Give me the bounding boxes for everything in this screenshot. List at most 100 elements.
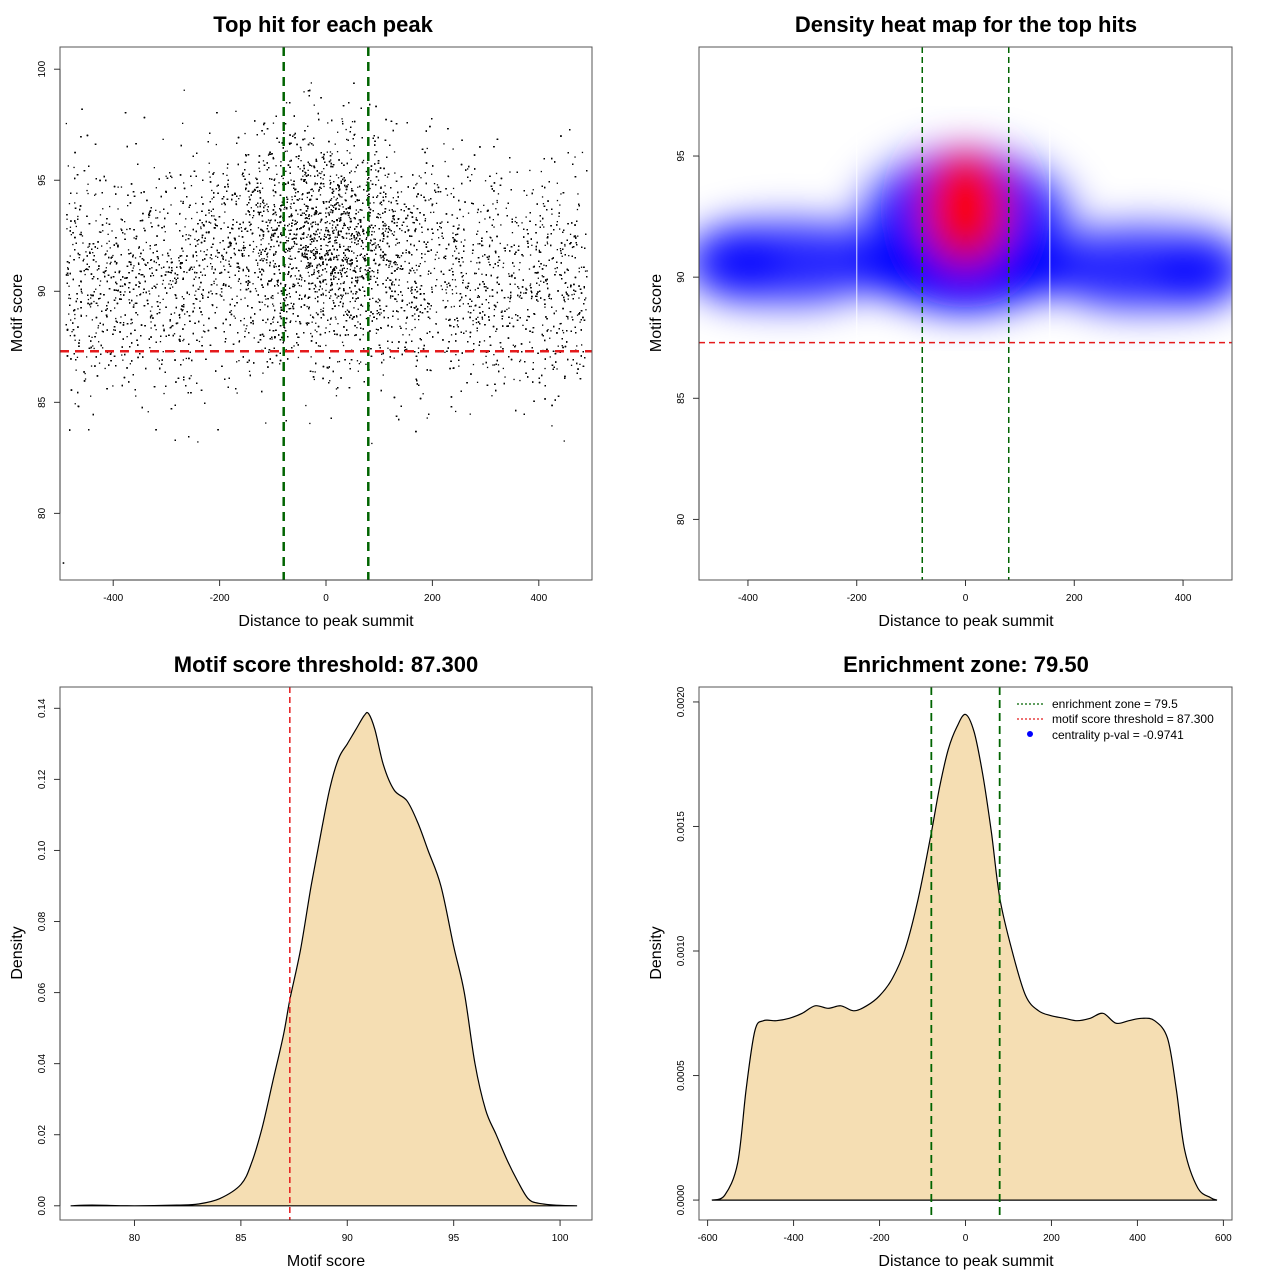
scatter-point [578,267,580,269]
scatter-point [350,158,352,160]
scatter-point [346,268,348,270]
scatter-point [325,294,327,297]
scatter-point [502,367,504,370]
scatter-point [300,160,302,162]
scatter-point [182,309,184,311]
scatter-point [315,198,317,200]
scatter-point [87,298,90,301]
scatter-point [150,259,153,261]
scatter-point [298,336,300,338]
scatter-point [460,241,462,243]
scatter-point [297,158,300,160]
scatter-point [241,174,243,176]
scatter-point [99,284,101,287]
scatter-point [426,147,428,150]
scatter-point [173,333,176,335]
scatter-point [310,223,312,225]
scatter-point [581,344,583,346]
scatter-point [343,180,346,183]
scatter-point [493,226,495,228]
scatter-point [458,252,460,254]
scatter-point [529,169,531,172]
scatter-point [329,151,332,153]
scatter-point [278,265,280,267]
scatter-point [358,363,360,365]
scatter-point [511,276,513,278]
scatter-point [200,227,202,230]
scatter-point [323,302,325,304]
scatter-point [313,104,315,106]
scatter-point [312,190,314,192]
scatter-point [420,177,422,179]
scatter-point [526,194,528,196]
scatter-point [78,339,81,341]
scatter-point [133,265,135,267]
scatter-point [211,304,213,306]
scatter-point [97,325,100,327]
scatter-point [416,290,419,293]
scatter-point [339,243,341,246]
scatter-point [532,362,534,364]
scatter-point [358,219,360,221]
scatter-point [441,221,443,223]
scatter-point [562,332,565,334]
scatter-point [316,233,318,236]
scatter-point [328,250,330,252]
scatter-point [267,219,270,221]
scatter-point [410,290,412,292]
scatter-point [446,283,448,286]
scatter-point [289,206,292,208]
scatter-point [340,230,342,232]
scatter-point [418,319,420,321]
scatter-point [311,165,313,167]
scatter-point [113,329,115,331]
scatter-point [568,255,570,257]
scatter-point [567,298,569,300]
scatter-point [120,294,122,296]
scatter-point [322,156,325,158]
scatter-point [384,225,386,227]
scatter-point [440,285,442,287]
scatter-point [76,356,79,358]
scatter-point [285,236,287,238]
scatter-point [502,266,504,269]
scatter-point [221,203,223,205]
scatter-point [532,189,534,191]
scatter-point [171,176,173,179]
scatter-point [369,202,371,204]
scatter-point [115,263,118,265]
scatter-point [445,289,447,291]
scatter-point [206,265,209,268]
scatter-point [296,278,298,280]
scatter-point [215,255,217,257]
scatter-point [280,161,282,163]
scatter-point [493,364,496,366]
scatter-point [338,217,340,219]
scatter-point [300,149,302,151]
scatter-point [326,221,328,223]
scatter-point [90,395,92,397]
scatter-point [329,323,331,325]
scatter-point [396,242,399,244]
scatter-point [258,167,260,169]
scatter-point [335,276,337,278]
scatter-point [245,213,247,215]
scatter-point [369,267,371,269]
scatter-point [122,359,124,361]
scatter-point [284,327,286,329]
scatter-point [303,179,305,181]
scatter-point [74,339,76,341]
scatter-point [262,269,264,271]
scatter-point [338,305,340,307]
scatter-point [366,237,368,239]
scatter-point [435,311,438,313]
scatter-point [314,247,317,249]
scatter-point [322,258,324,260]
scatter-point [284,228,286,231]
scatter-point [336,255,338,257]
scatter-point [356,281,358,283]
scatter-point [106,242,108,245]
scatter-point [341,341,344,343]
scatter-point [105,222,108,224]
scatter-point [354,239,356,241]
